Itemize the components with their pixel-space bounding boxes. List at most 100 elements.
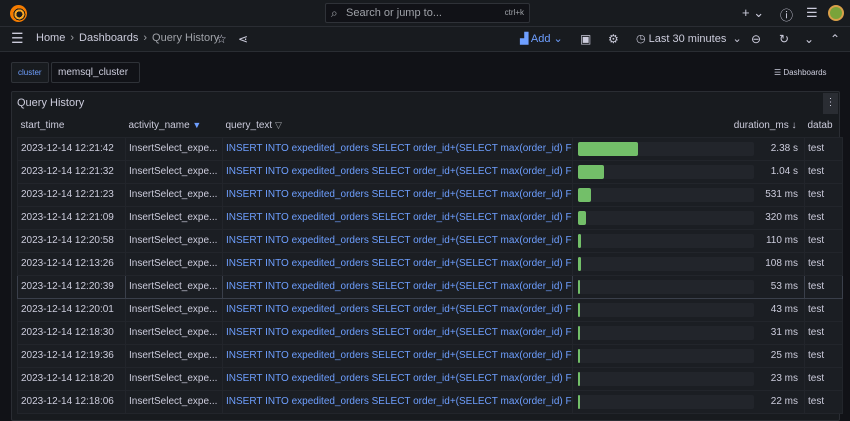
table-row: 2023-12-14 12:18:20 InsertSelect_expe...… <box>17 366 843 391</box>
chevron-down-icon[interactable]: ⌄ <box>804 32 815 46</box>
query-text-link[interactable]: INSERT INTO expedited_orders SELECT orde… <box>222 136 573 161</box>
column-header-start-time[interactable]: start_time <box>20 119 65 131</box>
duration-cell: 108 ms <box>572 251 805 276</box>
duration-bar <box>578 233 581 248</box>
activity-name-cell: InsertSelect_expe... <box>125 320 223 345</box>
query-text-link[interactable]: INSERT INTO expedited_orders SELECT orde… <box>222 343 573 368</box>
activity-name-cell: InsertSelect_expe... <box>125 343 223 368</box>
start-time-cell: 2023-12-14 12:20:01 <box>17 297 126 322</box>
plus-icon[interactable]: + ⌄ <box>742 5 765 20</box>
database-cell: test <box>804 343 843 368</box>
query-text-link[interactable]: INSERT INTO expedited_orders SELECT orde… <box>222 205 573 230</box>
activity-name-cell: InsertSelect_expe... <box>125 274 223 299</box>
duration-cell: 53 ms <box>572 274 805 299</box>
duration-bar-track <box>578 187 754 202</box>
gear-icon[interactable]: ⚙ <box>608 32 619 46</box>
duration-cell: 23 ms <box>572 366 805 391</box>
avatar[interactable] <box>828 5 844 21</box>
start-time-cell: 2023-12-14 12:20:39 <box>17 274 126 299</box>
table-row: 2023-12-14 12:20:39 InsertSelect_expe...… <box>17 274 843 299</box>
filter-icon[interactable]: ▽ <box>274 119 282 130</box>
save-icon[interactable]: ▣ <box>580 32 592 46</box>
database-cell: test <box>804 182 843 207</box>
duration-cell: 110 ms <box>572 228 805 253</box>
duration-value: 531 ms <box>765 189 798 200</box>
start-time-cell: 2023-12-14 12:18:30 <box>17 320 126 345</box>
query-text-link[interactable]: INSERT INTO expedited_orders SELECT orde… <box>222 251 573 276</box>
duration-bar <box>578 279 580 294</box>
query-text-link[interactable]: INSERT INTO expedited_orders SELECT orde… <box>222 159 573 184</box>
start-time-cell: 2023-12-14 12:13:26 <box>17 251 126 276</box>
nav-bar: ☰ Home › Dashboards › Query History ☆ ⋖ ▟ Ad… <box>0 27 850 52</box>
refresh-icon[interactable]: ↻ <box>779 32 790 46</box>
breadcrumb-dashboards[interactable]: Dashboards <box>79 32 139 44</box>
table-row: 2023-12-14 12:13:26 InsertSelect_expe...… <box>17 251 843 276</box>
star-icon[interactable]: ☆ <box>216 32 227 46</box>
column-header-duration[interactable]: duration_ms ↓ <box>733 119 797 131</box>
panel-menu-icon[interactable]: ⋮ <box>823 93 838 114</box>
start-time-cell: 2023-12-14 12:21:32 <box>17 159 126 184</box>
dashboards-link[interactable]: ☰ Dashboards <box>774 68 827 77</box>
duration-cell: 22 ms <box>572 389 805 414</box>
rss-icon[interactable]: ☰ <box>806 5 818 20</box>
search-input[interactable]: ⌕ Search or jump to... ctrl+k <box>325 3 530 23</box>
filter-icon[interactable]: ▼ <box>192 119 202 130</box>
panel-title: Query History <box>17 97 85 109</box>
column-header-database[interactable]: datab <box>807 119 833 131</box>
duration-bar-track <box>578 141 754 156</box>
duration-value: 320 ms <box>765 212 798 223</box>
table-row: 2023-12-14 12:21:42 InsertSelect_expe...… <box>17 136 843 161</box>
help-icon[interactable]: ⓘ <box>780 8 794 23</box>
add-button[interactable]: ▟ Add ⌄ <box>520 33 563 45</box>
duration-bar-track <box>578 210 754 225</box>
duration-bar-track <box>578 279 754 294</box>
query-text-link[interactable]: INSERT INTO expedited_orders SELECT orde… <box>222 297 573 322</box>
duration-value: 22 ms <box>770 396 798 407</box>
share-icon[interactable]: ⋖ <box>238 32 249 46</box>
time-range-picker[interactable]: ◷ Last 30 minutes ⌄ <box>636 33 742 45</box>
duration-cell: 1.04 s <box>572 159 805 184</box>
menu-icon[interactable]: ☰ <box>11 30 24 46</box>
table-row: 2023-12-14 12:20:58 InsertSelect_expe...… <box>17 228 843 253</box>
start-time-cell: 2023-12-14 12:21:42 <box>17 136 126 161</box>
duration-bar-track <box>578 164 754 179</box>
duration-bar <box>578 394 580 409</box>
shortcut-hint: ctrl+k <box>504 8 524 17</box>
column-header-query-text[interactable]: query_text ▽ <box>225 119 282 131</box>
duration-bar <box>578 187 592 202</box>
start-time-cell: 2023-12-14 12:18:20 <box>17 366 126 391</box>
query-text-link[interactable]: INSERT INTO expedited_orders SELECT orde… <box>222 274 573 299</box>
duration-bar <box>578 210 587 225</box>
cluster-select[interactable]: memsql_cluster ⌄ <box>51 62 140 97</box>
start-time-cell: 2023-12-14 12:21:09 <box>17 205 126 230</box>
duration-bar <box>578 348 580 363</box>
database-cell: test <box>804 251 843 276</box>
zoom-out-icon[interactable]: ⊖ <box>751 32 762 46</box>
query-text-link[interactable]: INSERT INTO expedited_orders SELECT orde… <box>222 228 573 253</box>
database-cell: test <box>804 228 843 253</box>
duration-bar-track <box>578 371 754 386</box>
duration-cell: 531 ms <box>572 182 805 207</box>
duration-bar-track <box>578 394 754 409</box>
grafana-logo[interactable] <box>10 5 27 22</box>
query-text-link[interactable]: INSERT INTO expedited_orders SELECT orde… <box>222 366 573 391</box>
breadcrumb-home[interactable]: Home <box>36 32 66 44</box>
activity-name-cell: InsertSelect_expe... <box>125 205 223 230</box>
query-text-link[interactable]: INSERT INTO expedited_orders SELECT orde… <box>222 389 573 414</box>
variable-label: cluster <box>11 62 49 83</box>
duration-value: 23 ms <box>770 373 798 384</box>
add-panel-icon: ▟ <box>520 33 529 45</box>
activity-name-cell: InsertSelect_expe... <box>125 389 223 414</box>
duration-cell: 320 ms <box>572 205 805 230</box>
duration-bar-track <box>578 256 754 271</box>
column-header-activity-name[interactable]: activity_name ▼ <box>128 119 202 131</box>
table-row: 2023-12-14 12:21:23 InsertSelect_expe...… <box>17 182 843 207</box>
database-cell: test <box>804 205 843 230</box>
duration-cell: 2.38 s <box>572 136 805 161</box>
query-text-link[interactable]: INSERT INTO expedited_orders SELECT orde… <box>222 182 573 207</box>
query-text-link[interactable]: INSERT INTO expedited_orders SELECT orde… <box>222 320 573 345</box>
duration-value: 110 ms <box>765 235 798 246</box>
duration-bar-track <box>578 233 754 248</box>
duration-value: 108 ms <box>765 258 798 269</box>
chevron-up-icon[interactable]: ⌃ <box>830 32 841 46</box>
